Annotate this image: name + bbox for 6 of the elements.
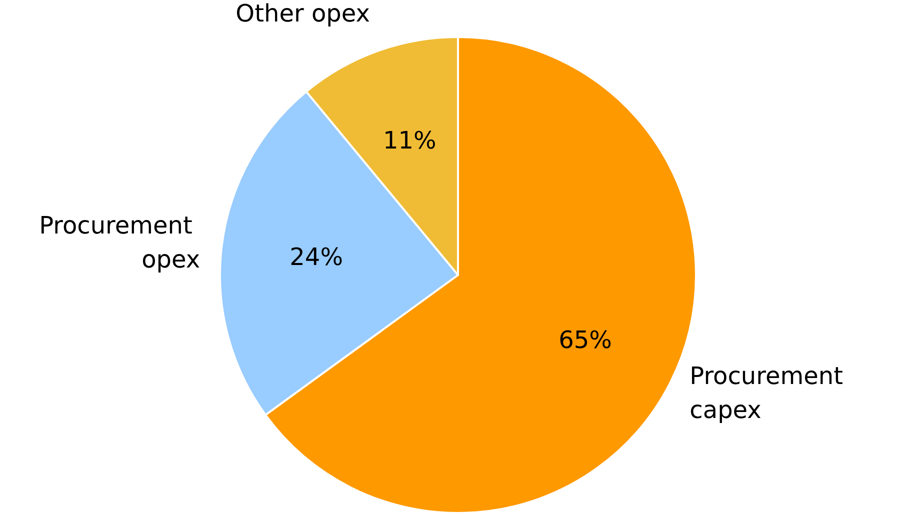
data-label: 11%	[382, 126, 436, 155]
slice-label: Other opex	[236, 0, 370, 28]
data-label: 24%	[290, 243, 343, 272]
slice-label: Procurement capex	[690, 362, 851, 424]
slice-label: Procurement opex	[39, 211, 200, 274]
data-label: 65%	[558, 326, 612, 354]
